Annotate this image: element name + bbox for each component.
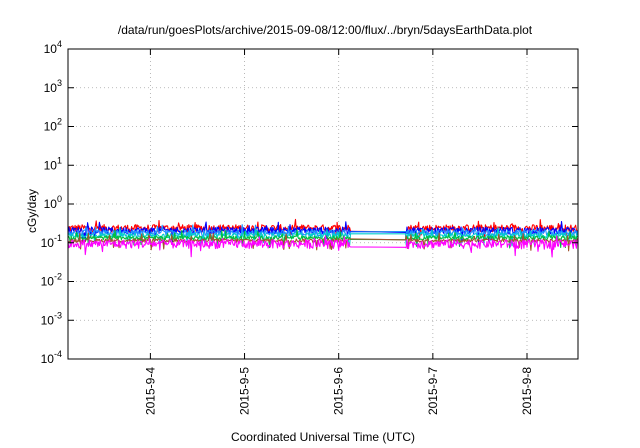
series-group	[67, 218, 579, 258]
chart-title: /data/run/goesPlots/archive/2015-09-08/1…	[118, 23, 533, 37]
y-axis-label: cGy/day	[25, 189, 39, 233]
x-tick-label: 2015-9-5	[238, 367, 252, 415]
y-tick-label: 10-4	[41, 349, 62, 366]
y-tick-label: 10-3	[41, 310, 62, 327]
x-ticks: 2015-9-4 2015-9-5 2015-9-6 2015-9-7 2015-9-8	[143, 49, 534, 415]
x-tick-label: 2015-9-6	[332, 367, 346, 415]
y-tick-label: 100	[44, 194, 62, 211]
series-line	[67, 229, 579, 249]
series-line	[67, 232, 579, 252]
grid	[68, 49, 578, 359]
x-tick-label: 2015-9-4	[143, 367, 157, 415]
y-tick-label: 10-1	[41, 233, 62, 250]
x-axis-label: Coordinated Universal Time (UTC)	[231, 430, 415, 444]
series-line	[67, 235, 579, 258]
y-tick-label: 101	[44, 155, 62, 172]
x-tick-label: 2015-9-7	[426, 367, 440, 415]
y-tick-label: 104	[44, 39, 62, 56]
y-tick-label: 103	[44, 78, 62, 95]
series-line	[67, 224, 579, 242]
y-tick-label: 102	[44, 117, 62, 134]
y-ticks: 10-4 10-3 10-2 10-1 100 101 102 103 104	[41, 39, 578, 366]
x-tick-label: 2015-9-8	[520, 367, 534, 415]
y-tick-label: 10-2	[41, 272, 62, 289]
